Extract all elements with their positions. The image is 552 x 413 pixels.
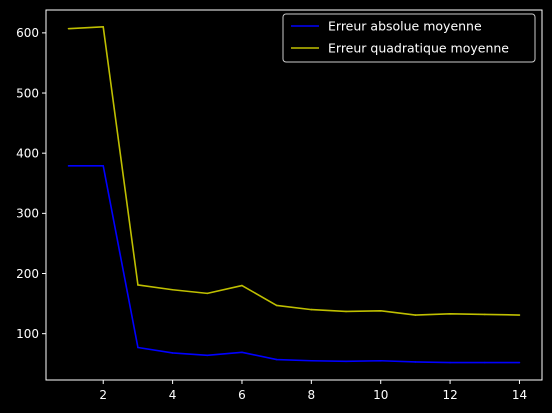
data-point-erreur-quadratique-moyenne-7	[275, 304, 278, 307]
series-line-erreur-quadratique-moyenne	[68, 26, 520, 316]
y-tick-label-300: 300	[16, 207, 39, 221]
y-tick-label-200: 200	[16, 267, 39, 281]
data-point-erreur-quadratique-moyenne-5	[206, 292, 209, 295]
x-tick-label-12: 12	[442, 388, 457, 402]
x-tick-label-6: 6	[238, 388, 246, 402]
data-point-erreur-absolue-moyenne-5	[206, 354, 209, 357]
data-point-erreur-absolue-moyenne-8	[310, 359, 313, 362]
data-point-erreur-quadratique-moyenne-13	[483, 313, 486, 316]
data-point-erreur-absolue-moyenne-10	[379, 359, 382, 362]
y-tick-label-500: 500	[16, 86, 39, 100]
data-point-erreur-absolue-moyenne-14	[518, 361, 521, 364]
legend-label-erreur-quadratique: Erreur quadratique moyenne	[328, 41, 509, 56]
y-tick-label-600: 600	[16, 26, 39, 40]
data-point-erreur-quadratique-moyenne-9	[345, 310, 347, 313]
data-point-erreur-quadratique-moyenne-10	[379, 310, 382, 312]
data-point-erreur-absolue-moyenne-7	[275, 358, 278, 361]
data-point-erreur-quadratique-moyenne-4	[171, 288, 174, 291]
data-point-erreur-quadratique-moyenne-3	[137, 284, 139, 286]
legend: Erreur absolue moyenne Erreur quadratiqu…	[282, 13, 536, 63]
x-tick-label-14: 14	[512, 388, 527, 402]
legend-label-erreur-absolue: Erreur absolue moyenne	[328, 19, 482, 34]
data-point-erreur-absolue-moyenne-2	[102, 165, 105, 167]
data-point-erreur-quadratique-moyenne-6	[241, 284, 243, 287]
data-point-erreur-absolue-moyenne-12	[449, 361, 451, 364]
legend-box	[282, 13, 536, 63]
y-tick-label-100: 100	[16, 327, 39, 341]
data-point-erreur-absolue-moyenne-1	[67, 165, 70, 167]
data-point-erreur-quadratique-moyenne-12	[449, 313, 451, 315]
data-point-erreur-absolue-moyenne-9	[345, 360, 347, 363]
data-point-erreur-quadratique-moyenne-8	[310, 308, 313, 311]
data-point-erreur-quadratique-moyenne-1	[67, 27, 70, 30]
x-tick-label-8: 8	[308, 388, 316, 402]
data-point-erreur-quadratique-moyenne-11	[414, 314, 417, 316]
data-point-erreur-absolue-moyenne-13	[483, 361, 486, 364]
data-point-erreur-absolue-moyenne-3	[137, 346, 139, 349]
x-tick-label-4: 4	[169, 388, 177, 402]
series-line-erreur-absolue-moyenne	[68, 165, 520, 364]
axes-frame	[45, 9, 543, 381]
data-point-erreur-quadratique-moyenne-2	[102, 26, 105, 28]
x-tick-label-2: 2	[99, 388, 107, 402]
data-point-erreur-absolue-moyenne-6	[241, 351, 243, 354]
data-point-erreur-absolue-moyenne-4	[171, 352, 174, 354]
data-point-erreur-quadratique-moyenne-14	[518, 314, 521, 316]
x-tick-label-10: 10	[373, 388, 388, 402]
y-tick-label-400: 400	[16, 146, 39, 160]
data-point-erreur-absolue-moyenne-11	[414, 361, 417, 363]
